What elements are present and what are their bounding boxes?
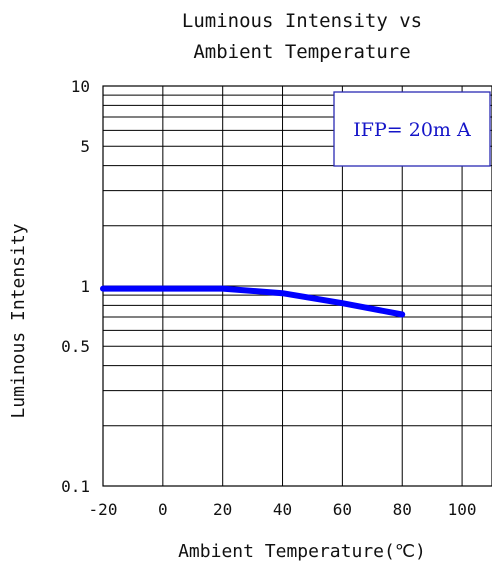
x-tick-label: 80 xyxy=(393,500,412,519)
y-tick-label: 0.1 xyxy=(61,477,90,496)
x-tick-label: 100 xyxy=(448,500,477,519)
x-tick-label: 60 xyxy=(333,500,352,519)
legend-box xyxy=(333,91,491,167)
chart-title-line-2: Ambient Temperature xyxy=(193,41,410,63)
x-tick-labels: -20 0 20 40 60 80 100 xyxy=(89,500,477,519)
x-tick-label: 0 xyxy=(158,500,168,519)
series-line xyxy=(100,285,406,318)
x-tick-label: -20 xyxy=(89,500,118,519)
y-tick-labels: 0.1 0.5 1 5 10 xyxy=(61,77,90,496)
legend: IFP= 20m A xyxy=(333,91,491,167)
legend-label: IFP= 20m A xyxy=(353,119,471,141)
y-tick-label: 1 xyxy=(80,277,90,296)
x-tick-label: 20 xyxy=(213,500,232,519)
y-tick-label: 5 xyxy=(80,137,90,156)
chart-title-line-1: Luminous Intensity vs xyxy=(182,10,422,32)
x-tick-label: 40 xyxy=(273,500,292,519)
y-tick-label: 10 xyxy=(71,77,90,96)
y-axis-label: Luminous Intensity xyxy=(8,223,29,418)
y-tick-label: 0.5 xyxy=(61,337,90,356)
chart-title: Luminous Intensity vs Ambient Temperatur… xyxy=(182,10,422,63)
x-axis-label: Ambient Temperature(℃) xyxy=(178,541,426,562)
series-group xyxy=(100,285,406,318)
